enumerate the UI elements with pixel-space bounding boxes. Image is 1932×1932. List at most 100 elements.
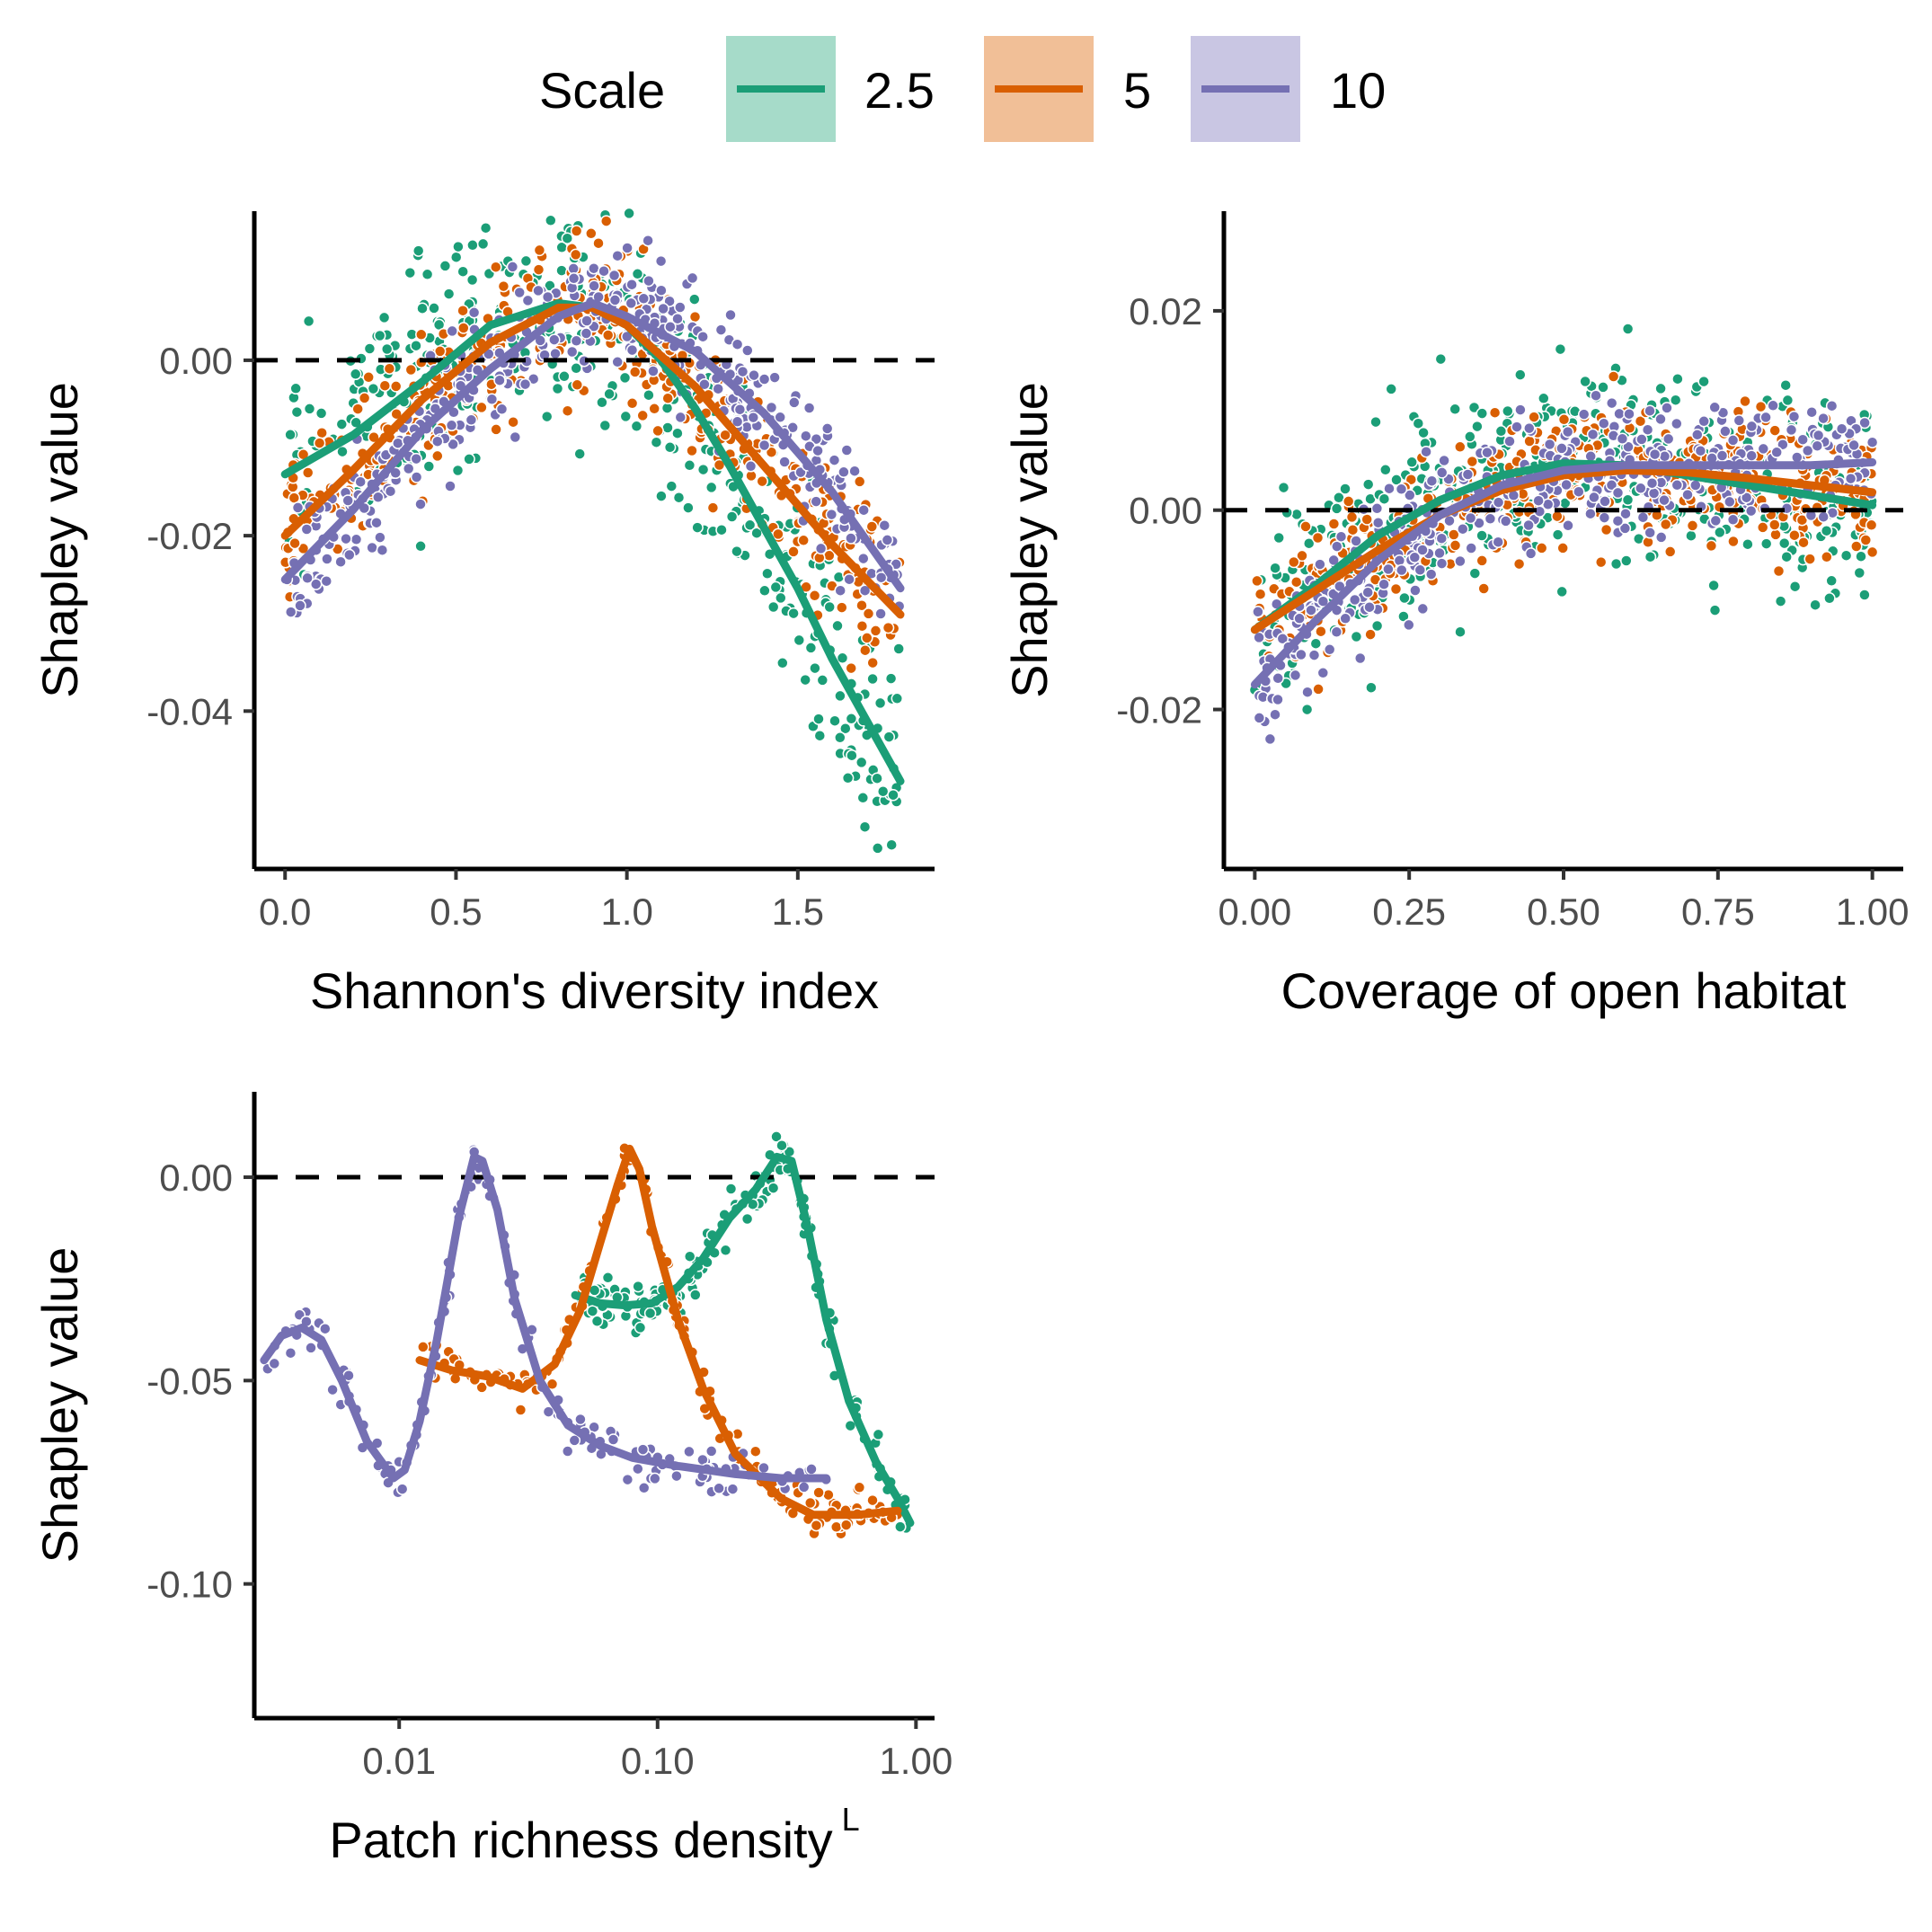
point-10	[1724, 495, 1736, 509]
point-10	[567, 272, 580, 285]
point-10	[1492, 496, 1505, 509]
point-10	[580, 315, 593, 327]
point-10	[674, 411, 687, 424]
point-10	[402, 462, 415, 475]
point-5	[1477, 582, 1490, 595]
point-2-5	[634, 1321, 647, 1334]
point-10	[447, 438, 459, 451]
point-10	[881, 534, 894, 546]
point-2-5	[463, 453, 475, 465]
point-10	[1323, 643, 1336, 656]
point-10	[621, 1473, 634, 1486]
point-2-5	[767, 600, 780, 614]
point-10	[465, 413, 478, 427]
point-10	[705, 1445, 718, 1458]
point-2-5	[1855, 550, 1867, 563]
point-10	[1361, 586, 1374, 598]
point-10	[1866, 436, 1879, 448]
panel-open-habitat: 0.02 0.00 -0.02 0.00 0.25 0.50 0.75 1.00 Coverag…	[1001, 211, 1910, 1019]
point-10	[840, 444, 854, 456]
point-2-5	[590, 1315, 604, 1328]
point-2-5	[1302, 536, 1316, 550]
panel-patch-richness-density: 0.00 -0.05 -0.10 0.01 0.10 1.00 Patch richness…	[31, 1092, 953, 1868]
point-5	[1594, 555, 1608, 569]
point-10	[1658, 450, 1671, 463]
point-2-5	[892, 643, 905, 655]
point-2-5	[1777, 536, 1791, 550]
point-10	[1605, 396, 1618, 410]
point-2-5	[1858, 589, 1871, 601]
point-5	[1311, 531, 1325, 545]
point-2-5	[813, 729, 827, 742]
point-2-5	[1369, 415, 1382, 429]
point-10	[1817, 510, 1830, 523]
point-10	[611, 356, 624, 368]
point-5	[625, 397, 639, 410]
point-2-5	[740, 1212, 754, 1226]
point-10	[588, 261, 600, 275]
point-2-5	[1707, 579, 1720, 592]
point-10	[1770, 446, 1783, 459]
point-10	[395, 1483, 409, 1495]
point-10	[1395, 483, 1408, 496]
point-5	[561, 404, 574, 417]
point-10	[370, 516, 383, 529]
point-2-5	[1788, 580, 1802, 593]
point-10	[1492, 536, 1504, 548]
point-10	[1801, 444, 1814, 457]
point-2-5	[682, 501, 695, 514]
point-2-5	[1621, 323, 1635, 335]
point-10	[810, 495, 822, 508]
point-10	[1522, 518, 1535, 532]
point-10	[874, 607, 887, 620]
point-2-5	[422, 460, 436, 473]
point-2-5	[603, 387, 616, 401]
point-10	[300, 523, 314, 536]
point-2-5	[421, 268, 434, 281]
point-2-5	[1330, 502, 1343, 515]
point-10	[1796, 433, 1809, 446]
point-5	[389, 380, 403, 393]
point-2-5	[601, 1272, 615, 1284]
point-10	[758, 439, 771, 452]
point-2-5	[1779, 378, 1792, 392]
point-10	[1605, 479, 1618, 492]
point-10	[1276, 633, 1289, 645]
point-2-5	[1620, 554, 1633, 567]
point-2-5	[719, 1244, 732, 1257]
point-10	[1586, 428, 1600, 441]
point-10	[649, 1472, 661, 1485]
point-5	[1315, 625, 1327, 638]
point-2-5	[335, 418, 349, 430]
point-10	[1645, 476, 1659, 490]
point-2-5	[872, 1428, 885, 1441]
point-10	[1293, 612, 1306, 625]
point-5	[313, 437, 326, 449]
point-2-5	[688, 293, 701, 306]
point-2-5	[856, 792, 870, 804]
y-tick-label: -0.02	[146, 515, 233, 557]
point-10	[1662, 432, 1675, 446]
point-5	[1535, 542, 1548, 554]
point-10	[568, 1434, 581, 1447]
point-10	[731, 338, 744, 350]
point-5	[592, 236, 605, 250]
y-tick-label: -0.10	[146, 1564, 233, 1606]
x-axis-title-superscript: L	[833, 1801, 860, 1838]
point-2-5	[1823, 592, 1836, 605]
point-2-5	[442, 288, 456, 300]
point-5	[822, 1488, 835, 1502]
point-2-5	[793, 634, 806, 647]
point-5	[514, 1404, 527, 1416]
point-10	[671, 312, 684, 325]
point-2-5	[1417, 426, 1430, 439]
point-2-5	[1365, 681, 1378, 694]
point-2-5	[1853, 566, 1866, 580]
point-5	[1312, 683, 1325, 696]
point-2-5	[623, 207, 635, 220]
point-10	[341, 494, 354, 507]
point-10	[1671, 479, 1684, 492]
point-10	[1635, 482, 1647, 495]
point-10	[1454, 554, 1467, 568]
